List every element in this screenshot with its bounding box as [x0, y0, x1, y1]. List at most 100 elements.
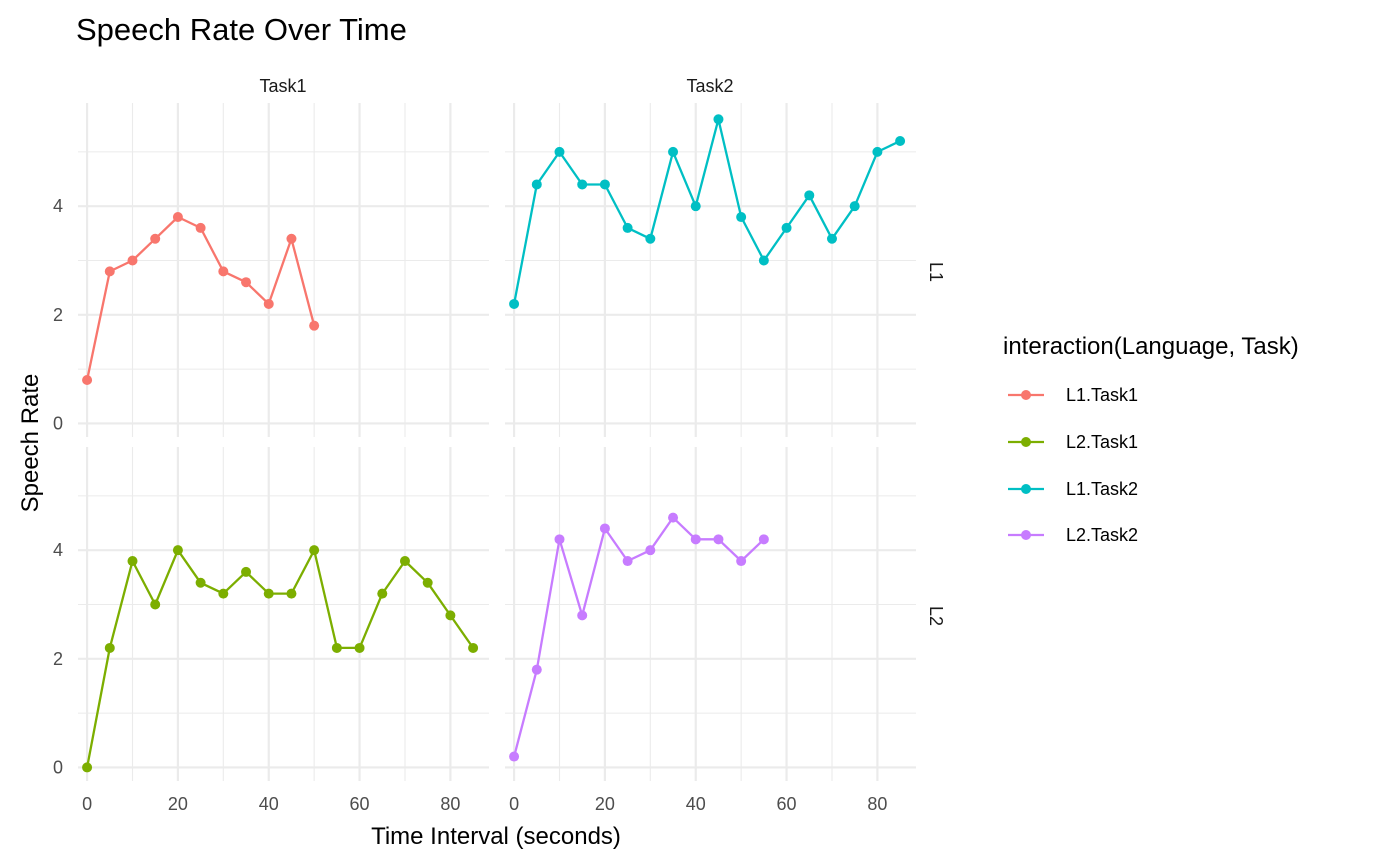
data-point [241, 277, 252, 288]
legend-item-l1-task1: L1.Task1 [1008, 385, 1138, 405]
data-point [445, 610, 456, 621]
facet-panel-l2-task1 [78, 447, 489, 781]
data-point [531, 664, 542, 675]
data-point [172, 545, 183, 556]
series-l2-task1 [82, 545, 479, 773]
data-point [127, 255, 138, 266]
data-point [690, 534, 701, 545]
legend-title: interaction(Language, Task) [1003, 333, 1299, 360]
series-l1-task1 [82, 212, 320, 385]
x-tick-label: 0 [509, 794, 519, 814]
legend-key-point [1021, 484, 1031, 494]
series-l1-task2 [509, 114, 906, 309]
facet-strip-task2: Task2 [686, 76, 733, 96]
legend-key-point [1021, 530, 1031, 540]
legend-key-point [1021, 437, 1031, 447]
data-point [531, 179, 542, 190]
y-axis-title: Speech Rate [17, 374, 44, 513]
data-point [82, 374, 93, 385]
data-point [713, 114, 724, 125]
data-point [599, 179, 610, 190]
data-point [736, 556, 747, 567]
data-point [218, 266, 229, 277]
y-tick-label: 2 [53, 649, 63, 669]
data-point [150, 233, 161, 244]
legend-key-point [1021, 390, 1031, 400]
data-point [104, 266, 115, 277]
legend-label: L2.Task2 [1066, 525, 1138, 545]
data-point [422, 577, 433, 588]
data-point [872, 146, 883, 157]
y-axis-ticks: 0 2 4 0 2 4 [53, 196, 63, 777]
legend-label: L2.Task1 [1066, 432, 1138, 452]
data-point [263, 588, 274, 599]
data-point [758, 534, 769, 545]
data-point [645, 545, 656, 556]
x-tick-label: 0 [82, 794, 92, 814]
facet-strip-l2: L2 [926, 606, 946, 626]
series-line [85, 549, 475, 768]
data-point [577, 179, 588, 190]
data-point [104, 642, 115, 653]
legend-item-l2-task2: L2.Task2 [1008, 525, 1138, 545]
facet-panels [78, 103, 916, 781]
x-axis-ticks: 0 20 40 60 80 0 20 40 60 80 [82, 794, 887, 814]
x-tick-label: 20 [595, 794, 615, 814]
data-point [895, 136, 906, 147]
legend: interaction(Language, Task) L1.Task1 L2.T… [1003, 333, 1299, 545]
data-point [577, 610, 588, 621]
legend-item-l2-task1: L2.Task1 [1008, 432, 1138, 452]
data-point [309, 545, 320, 556]
facet-strip-l1: L1 [926, 262, 946, 282]
data-point [804, 190, 815, 201]
data-point [172, 212, 183, 223]
data-point [309, 320, 320, 331]
data-point [645, 233, 656, 244]
data-point [622, 222, 633, 233]
data-point [736, 212, 747, 223]
data-point [668, 512, 679, 523]
series-line [512, 118, 901, 305]
data-point [195, 222, 206, 233]
data-point [241, 566, 252, 577]
data-point [554, 146, 565, 157]
data-point [758, 255, 769, 266]
data-point [509, 298, 520, 309]
data-point [554, 534, 565, 545]
x-tick-label: 60 [350, 794, 370, 814]
data-point [713, 534, 724, 545]
data-point [82, 762, 93, 773]
y-tick-label: 4 [53, 196, 63, 216]
data-point [195, 577, 206, 588]
legend-label: L1.Task2 [1066, 479, 1138, 499]
data-point [354, 642, 365, 653]
x-tick-label: 80 [440, 794, 460, 814]
y-tick-label: 0 [53, 757, 63, 777]
y-tick-label: 0 [53, 413, 63, 433]
facet-strip-task1: Task1 [259, 76, 306, 96]
data-point [331, 642, 342, 653]
series-line [85, 215, 316, 381]
data-point [826, 233, 837, 244]
facet-panel-l2-task2 [505, 447, 916, 781]
chart-title: Speech Rate Over Time [76, 12, 407, 47]
data-point [286, 588, 297, 599]
x-axis-title: Time Interval (seconds) [371, 823, 621, 850]
series-l2-task2 [509, 512, 769, 762]
data-point [690, 201, 701, 212]
data-point [286, 233, 297, 244]
x-tick-label: 80 [867, 794, 887, 814]
data-point [849, 201, 860, 212]
x-tick-label: 20 [168, 794, 188, 814]
x-tick-label: 60 [777, 794, 797, 814]
y-tick-label: 4 [53, 540, 63, 560]
x-tick-label: 40 [259, 794, 279, 814]
data-point [127, 556, 138, 567]
legend-item-l1-task2: L1.Task2 [1008, 479, 1138, 499]
data-point [263, 298, 274, 309]
x-tick-label: 40 [686, 794, 706, 814]
data-point [218, 588, 229, 599]
data-point [468, 642, 479, 653]
legend-label: L1.Task1 [1066, 385, 1138, 405]
